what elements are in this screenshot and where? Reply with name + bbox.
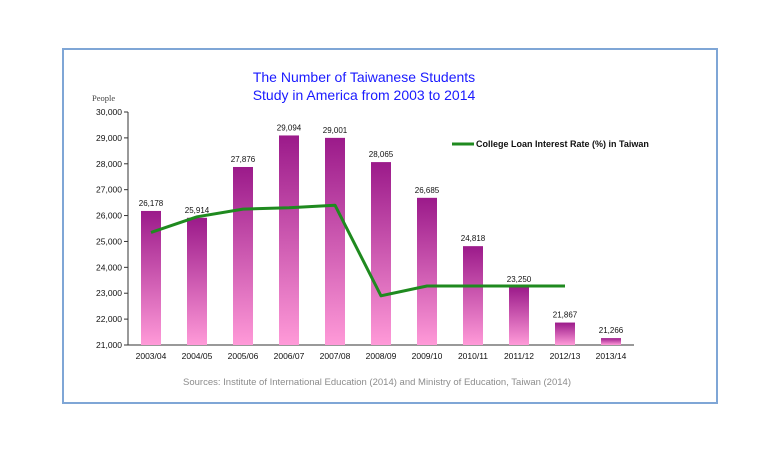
source-note: Sources: Institute of International Educ… (183, 377, 571, 388)
y-tick-label: 22,000 (96, 314, 122, 324)
bar (141, 210, 161, 345)
bar (187, 217, 207, 345)
axes: 21,000 22,000 23,000 24,000 25,000 26,000 27,0… (96, 107, 634, 361)
x-tick-label: 2007/08 (320, 351, 351, 361)
bar-value-label: 23,250 (507, 275, 532, 284)
legend-label: College Loan Interest Rate (%) in Taiwan (476, 139, 649, 149)
bar-value-label: 21,867 (553, 311, 578, 320)
x-tick-label: 2006/07 (274, 351, 305, 361)
bar (417, 197, 437, 345)
bar (233, 166, 253, 345)
x-tick-label: 2004/05 (182, 351, 213, 361)
y-tick-label: 25,000 (96, 236, 122, 246)
x-tick-label: 2008/09 (366, 351, 397, 361)
interest-rate-line (150, 203, 565, 298)
bar-value-label: 27,876 (231, 155, 256, 164)
x-tick-label: 2009/10 (412, 351, 443, 361)
chart-title-line-1: The Number of Taiwanese Students (253, 69, 475, 85)
bar (371, 162, 391, 345)
x-tick-label: 2011/12 (504, 351, 534, 361)
bar-value-label: 29,094 (277, 123, 302, 132)
bar (601, 338, 621, 345)
bar-value-label: 28,065 (369, 150, 394, 159)
y-tick-label: 29,000 (96, 133, 122, 143)
y-tick-label: 26,000 (96, 211, 122, 221)
bar (279, 135, 299, 345)
bar-value-label: 26,178 (139, 199, 164, 208)
bar (509, 286, 529, 345)
y-tick-label: 23,000 (96, 288, 122, 298)
data-labels: 26,178 25,914 27,876 29,094 29,001 28,065 26,6… (139, 123, 624, 335)
legend: College Loan Interest Rate (%) in Taiwan (452, 139, 649, 149)
y-tick-label: 28,000 (96, 159, 122, 169)
bars (141, 135, 621, 345)
x-tick-label: 2013/14 (596, 351, 627, 361)
bar-value-label: 24,818 (461, 234, 486, 243)
bar-value-label: 25,914 (185, 206, 210, 215)
x-tick-label: 2012/13 (550, 351, 581, 361)
y-tick-label: 24,000 (96, 262, 122, 272)
bar (463, 246, 483, 345)
x-tick-label: 2003/04 (136, 351, 167, 361)
x-tick-label: 2005/06 (228, 351, 259, 361)
chart-title-line-2: Study in America from 2003 to 2014 (253, 87, 476, 103)
bar (555, 322, 575, 345)
y-axis-label: People (92, 93, 115, 103)
bar-value-label: 29,001 (323, 126, 348, 135)
x-tick-label: 2010/11 (458, 351, 488, 361)
y-tick-label: 30,000 (96, 107, 122, 117)
interest-rate-polyline (150, 203, 565, 298)
bar-value-label: 21,266 (599, 326, 624, 335)
y-tick-label: 21,000 (96, 340, 122, 350)
bar-value-label: 26,685 (415, 186, 440, 195)
bar (325, 137, 345, 345)
y-tick-label: 27,000 (96, 185, 122, 195)
